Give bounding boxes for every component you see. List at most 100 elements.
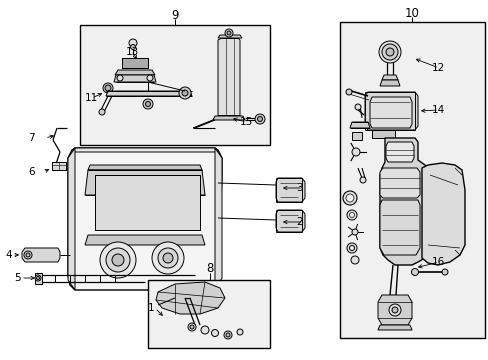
Circle shape	[105, 85, 111, 91]
Text: 3: 3	[295, 183, 302, 193]
Circle shape	[166, 316, 169, 320]
Circle shape	[162, 312, 174, 324]
Polygon shape	[68, 148, 222, 290]
Circle shape	[106, 248, 130, 272]
Circle shape	[182, 90, 187, 96]
Circle shape	[350, 256, 358, 264]
Polygon shape	[122, 58, 148, 68]
Circle shape	[201, 326, 208, 334]
Circle shape	[354, 104, 360, 110]
Circle shape	[411, 269, 418, 275]
Circle shape	[145, 102, 150, 107]
Polygon shape	[88, 165, 202, 170]
Polygon shape	[371, 130, 394, 138]
Text: 15: 15	[240, 117, 253, 127]
Text: 7: 7	[28, 133, 35, 143]
Polygon shape	[421, 163, 464, 265]
Bar	[148, 280, 269, 348]
Text: 16: 16	[431, 257, 445, 267]
Circle shape	[187, 323, 196, 331]
Circle shape	[129, 39, 137, 47]
Circle shape	[237, 329, 243, 335]
Circle shape	[385, 48, 393, 56]
Polygon shape	[379, 168, 419, 198]
Circle shape	[378, 41, 400, 63]
Circle shape	[257, 117, 262, 122]
Text: 9: 9	[171, 9, 179, 22]
Circle shape	[179, 87, 191, 99]
Polygon shape	[85, 235, 204, 245]
Circle shape	[147, 75, 153, 81]
Text: 8: 8	[206, 262, 213, 275]
Circle shape	[158, 248, 178, 268]
Polygon shape	[215, 148, 222, 290]
Bar	[80, 25, 269, 145]
Polygon shape	[369, 97, 411, 128]
Circle shape	[100, 242, 136, 278]
Polygon shape	[275, 210, 305, 232]
Text: 13: 13	[126, 47, 139, 57]
Polygon shape	[68, 148, 75, 290]
Polygon shape	[385, 142, 413, 162]
Polygon shape	[52, 162, 66, 170]
Polygon shape	[377, 295, 411, 325]
Circle shape	[58, 163, 62, 167]
Circle shape	[142, 99, 153, 109]
Circle shape	[225, 333, 229, 337]
Circle shape	[224, 331, 231, 339]
Circle shape	[349, 246, 354, 251]
Bar	[339, 22, 484, 338]
Text: 2: 2	[295, 217, 302, 227]
Circle shape	[152, 242, 183, 274]
Text: 14: 14	[431, 105, 445, 115]
Polygon shape	[156, 282, 224, 314]
Circle shape	[112, 254, 124, 266]
Text: 4: 4	[5, 250, 12, 260]
Polygon shape	[364, 92, 417, 130]
Circle shape	[346, 89, 351, 95]
Circle shape	[130, 45, 135, 50]
Text: 12: 12	[431, 63, 445, 73]
Circle shape	[117, 75, 123, 81]
Polygon shape	[114, 75, 156, 82]
Polygon shape	[349, 122, 369, 128]
Circle shape	[190, 325, 194, 329]
Polygon shape	[379, 80, 399, 86]
Polygon shape	[35, 273, 42, 284]
Text: 6: 6	[28, 167, 35, 177]
Circle shape	[349, 212, 354, 217]
Polygon shape	[379, 200, 419, 255]
Polygon shape	[85, 170, 204, 195]
Polygon shape	[115, 70, 155, 75]
Circle shape	[346, 210, 356, 220]
Polygon shape	[218, 35, 242, 38]
Circle shape	[163, 253, 173, 263]
Polygon shape	[381, 75, 397, 80]
Circle shape	[164, 315, 171, 321]
Circle shape	[226, 31, 230, 35]
Circle shape	[254, 114, 264, 124]
Polygon shape	[213, 116, 244, 120]
Text: 5: 5	[14, 273, 20, 283]
Polygon shape	[106, 91, 192, 96]
Polygon shape	[379, 138, 429, 265]
Polygon shape	[351, 132, 361, 140]
Circle shape	[388, 304, 400, 316]
Circle shape	[346, 243, 356, 253]
Text: 11: 11	[85, 93, 98, 103]
Text: 10: 10	[404, 6, 419, 19]
Circle shape	[26, 253, 30, 257]
Circle shape	[359, 177, 365, 183]
Circle shape	[351, 148, 359, 156]
Circle shape	[441, 269, 447, 275]
Circle shape	[35, 275, 41, 281]
Bar	[95, 175, 200, 230]
Polygon shape	[72, 148, 218, 152]
Circle shape	[224, 29, 232, 37]
Polygon shape	[275, 178, 305, 202]
Polygon shape	[218, 38, 240, 118]
Circle shape	[391, 307, 397, 313]
Circle shape	[351, 229, 357, 235]
Circle shape	[342, 191, 356, 205]
Circle shape	[103, 83, 113, 93]
